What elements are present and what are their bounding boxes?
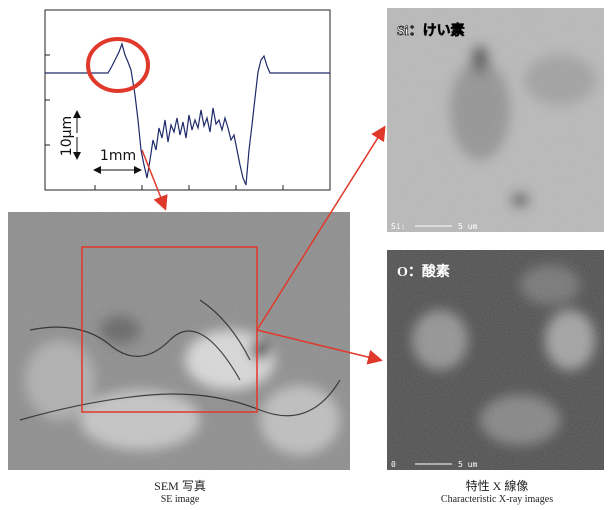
map-label: Si：けい素 <box>397 22 465 39</box>
o-map: O：酸素 0 5 um <box>387 250 604 470</box>
plot-frame <box>45 10 330 190</box>
si-map: Si：けい素 Si: 5 um <box>387 8 604 232</box>
corner-label: Si: <box>391 222 405 231</box>
scale-label: 5 um <box>458 460 477 469</box>
caption-title: 特性 X 線像 <box>466 478 529 493</box>
scale-label: 5 um <box>458 222 477 231</box>
page: {"profile": {"y_scale_label": "10μm", "x… <box>0 0 611 510</box>
figure: 10μm 1mm Si：けい素 <box>0 0 611 510</box>
x-scale-label: 1mm <box>100 148 136 164</box>
y-scale-label: 10μm <box>59 116 75 156</box>
caption-subtitle: Characteristic X-ray images <box>441 494 553 505</box>
profile-plot: 10μm 1mm <box>45 10 330 190</box>
caption-subtitle: SE image <box>161 494 200 505</box>
map-label: O：酸素 <box>397 263 450 280</box>
sem-image <box>8 212 350 470</box>
caption-title: SEM 写真 <box>154 479 206 493</box>
corner-label: 0 <box>391 460 396 469</box>
